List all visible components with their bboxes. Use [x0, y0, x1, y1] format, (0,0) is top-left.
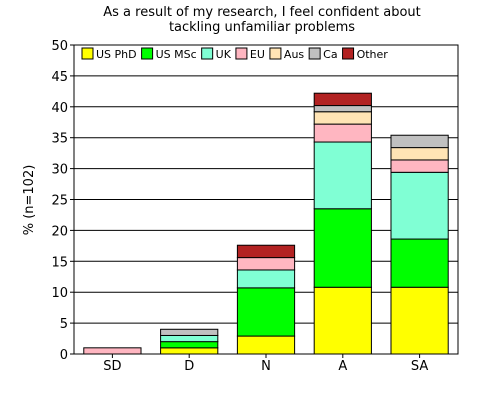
x-tick-labels: SD D N A SA — [103, 359, 428, 374]
legend-swatch-aus — [269, 47, 282, 60]
bar-SA-eu — [390, 159, 449, 173]
y-axis-label: % (n=102) — [22, 165, 37, 236]
bar-SA-uk — [390, 171, 449, 240]
legend-label-uk: UK — [216, 48, 232, 61]
bar-D-ca — [160, 328, 219, 336]
legend-label-ca: Ca — [323, 48, 337, 61]
bar-SD-eu — [83, 347, 142, 355]
y-tick-label: 5 — [60, 317, 68, 332]
x-tick-label: SA — [411, 359, 428, 374]
y-tick-label: 35 — [51, 132, 68, 147]
legend-swatch-eu — [235, 47, 248, 60]
grid-lines — [74, 75, 458, 324]
legend-swatch-us-msc — [141, 47, 154, 60]
legend-swatch-uk — [201, 47, 214, 60]
bar-SA-us-phd — [390, 286, 449, 355]
bar-N-uk — [236, 269, 296, 289]
legend-label-other: Other — [357, 48, 389, 61]
bar-SA-aus — [390, 147, 449, 161]
bar-A-eu — [313, 123, 372, 143]
y-tick-label: 20 — [51, 224, 68, 239]
bar-A-aus — [313, 111, 372, 125]
bars — [83, 92, 449, 355]
bar-A-us-phd — [313, 286, 372, 355]
legend-label-us-phd: US PhD — [96, 48, 137, 61]
y-tick-label: 0 — [60, 348, 68, 363]
bar-N-other — [236, 244, 296, 259]
bar-D-uk — [160, 334, 219, 343]
y-tick-label: 10 — [51, 286, 68, 301]
legend: US PhD US MSc UK EU Aus Ca Other — [81, 47, 389, 61]
x-tick-label: SD — [103, 359, 121, 374]
x-tick-label: D — [184, 359, 194, 374]
y-tick-label: 50 — [51, 39, 68, 54]
legend-label-us-msc: US MSc — [156, 48, 197, 61]
legend-label-aus: Aus — [284, 48, 304, 61]
chart-title-line-1: As a result of my research, I feel confi… — [103, 5, 421, 20]
bar-N-us-msc — [236, 287, 296, 337]
x-tick-label: N — [261, 359, 271, 374]
legend-swatch-ca — [308, 47, 321, 60]
bar-N-us-phd — [236, 335, 296, 355]
bar-SA-us-msc — [390, 238, 449, 288]
bar-A-other — [313, 92, 372, 107]
bar-SA-ca — [390, 134, 449, 149]
axes — [70, 44, 459, 358]
bar-A-uk — [313, 141, 372, 210]
y-tick-labels: 0 5 10 15 20 25 30 35 40 45 50 — [51, 39, 68, 363]
x-tick-label: A — [338, 359, 347, 374]
legend-swatch-other — [342, 47, 355, 60]
legend-swatch-us-phd — [81, 47, 94, 60]
bar-D-us-phd — [160, 347, 219, 355]
chart-title: As a result of my research, I feel confi… — [103, 5, 421, 35]
bar-A-us-msc — [313, 208, 372, 288]
y-tick-label: 45 — [51, 70, 68, 85]
y-tick-label: 30 — [51, 163, 68, 178]
bar-A-ca — [313, 105, 372, 113]
chart-title-line-2: tackling unfamiliar problems — [169, 20, 355, 35]
bar-N-eu — [236, 257, 296, 271]
y-tick-label: 25 — [51, 194, 68, 209]
y-tick-label: 15 — [51, 255, 68, 270]
bar-D-us-msc — [160, 341, 219, 349]
legend-label-eu: EU — [250, 48, 265, 61]
y-tick-label: 40 — [51, 101, 68, 116]
